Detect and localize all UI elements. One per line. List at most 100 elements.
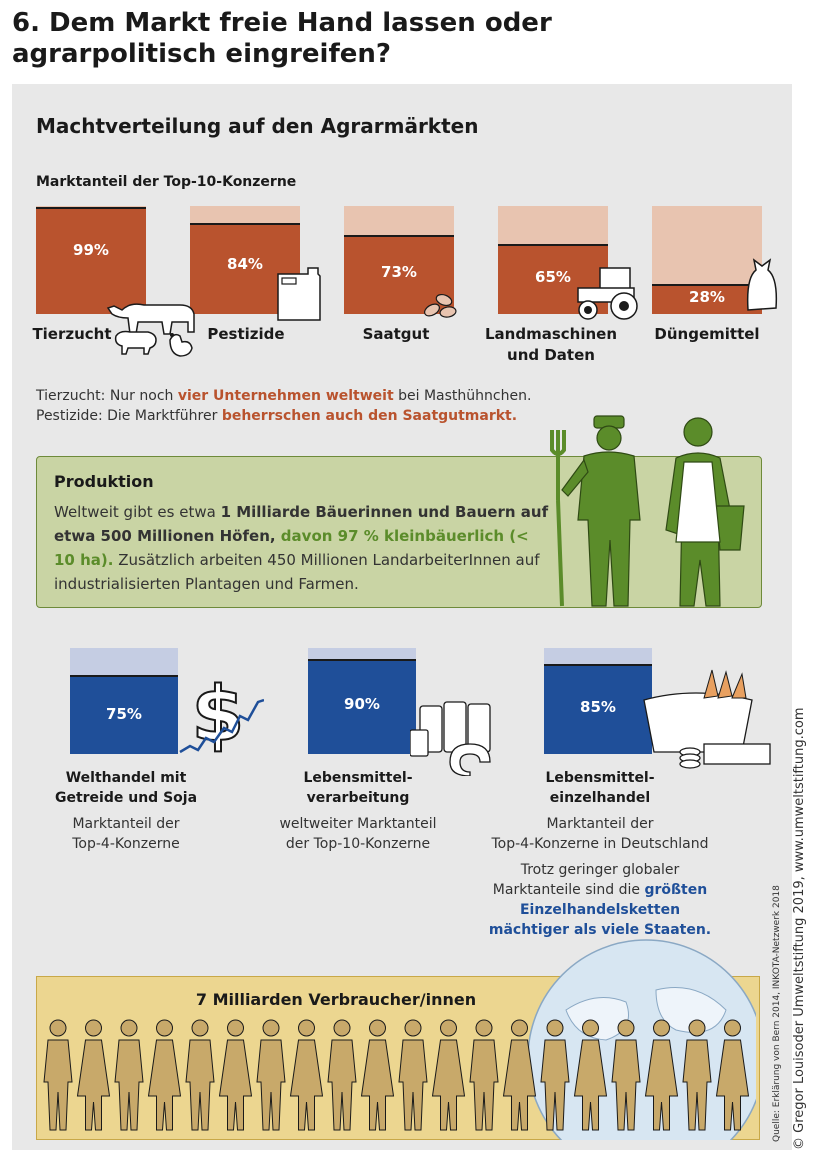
column-sub-verarbeitung-line2: der Top-10-Konzerne	[285, 836, 431, 852]
man-figure-icon	[327, 1019, 357, 1131]
woman-figure-icon	[502, 1019, 537, 1131]
top-bar-4: 65%	[498, 206, 608, 314]
category-label-landmaschinen-line2: und Daten	[507, 346, 595, 364]
retail-note: Trotz geringer globaler Marktanteile sin…	[470, 860, 730, 940]
top-bar-value-4: 65%	[535, 268, 571, 287]
man-figure-icon	[185, 1019, 215, 1131]
column-title-welthandel-line2: Getreide und Soja	[54, 790, 198, 806]
production-text-3: davon 97 % kleinbäuerlich (< 10 ha).	[54, 527, 529, 569]
market-share-label: Marktanteil der Top-10-Konzerne	[36, 174, 297, 190]
note-line-2-b: beherrschen auch den Saatgutmarkt.	[221, 408, 518, 424]
man-figure-icon	[43, 1019, 73, 1131]
production-box	[36, 456, 762, 608]
production-text-4: Zusätzlich arbeiten 450 Millionen Landar…	[54, 551, 540, 593]
column-title-welthandel: Welthandel mit Getreide und Soja	[36, 768, 216, 808]
man-figure-icon	[114, 1019, 144, 1131]
top-bar-value-2: 84%	[227, 255, 263, 274]
lower-bar-fill-2	[308, 658, 416, 754]
category-label-tierzucht: Tierzucht	[32, 325, 112, 343]
production-text-2: 1 Milliarde Bäuerinnen und Bauern auf et…	[54, 503, 549, 545]
pesticide-canister-icon	[277, 267, 321, 321]
consumer-figures	[43, 1019, 750, 1131]
note-line-2: Pestizide: Die Marktführer beherrschen a…	[36, 406, 517, 427]
lower-bar-2: 90%	[308, 648, 416, 754]
consumer-label: 7 Milliarden Verbraucher/innen	[195, 990, 477, 1009]
woman-figure-icon	[147, 1019, 182, 1131]
note-line-1-b: vier Unternehmen weltweit	[177, 388, 394, 404]
seed-icon	[424, 293, 457, 318]
category-label-duengemittel: Düngemittel	[654, 325, 760, 343]
woman-figure-icon	[573, 1019, 608, 1131]
lower-bar-fill-3	[544, 663, 652, 754]
column-title-verarbeitung-line2: verarbeitung	[306, 790, 410, 806]
man-figure-icon	[398, 1019, 428, 1131]
retail-note-line3: Einzelhandelsketten	[519, 902, 681, 918]
production-text: Weltweit gibt es etwa 1 Milliarde Bäueri…	[54, 500, 554, 596]
section-title: Machtverteilung auf den Agrarmärkten	[36, 114, 479, 138]
woman-figure-icon	[431, 1019, 466, 1131]
source-text: Quelle: Erklärung von Bern 2014, INKOTA-…	[772, 885, 782, 1142]
top-bar-1: 99%	[36, 206, 146, 314]
man-figure-icon	[682, 1019, 712, 1131]
note-line-2-a: Pestizide: Die Marktführer	[36, 408, 222, 424]
column-sub-welthandel-line1: Marktanteil der	[72, 816, 180, 832]
top-bar-fill-3	[344, 235, 454, 314]
lower-bar-value-2: 90%	[344, 694, 380, 713]
top-bar-fill-5	[652, 283, 762, 314]
category-label-landmaschinen: Landmaschinen und Daten	[476, 324, 626, 366]
retail-note-line4: mächtiger als viele Staaten.	[488, 922, 712, 938]
column-sub-einzelhandel-line2: Top-4-Konzerne in Deutschland	[491, 836, 709, 852]
woman-figure-icon	[644, 1019, 679, 1131]
man-figure-icon	[611, 1019, 641, 1131]
top-bar-value-3: 73%	[381, 262, 417, 281]
note-line-1: Tierzucht: Nur noch vier Unternehmen wel…	[36, 386, 531, 407]
column-sub-welthandel: Marktanteil der Top-4-Konzerne	[36, 814, 216, 854]
retail-note-line2: Marktanteile sind die größten	[470, 880, 730, 900]
column-title-einzelhandel-line1: Lebensmittel-	[545, 770, 655, 786]
lower-bar-fill-1	[70, 674, 178, 754]
lower-bar-value-3: 85%	[580, 698, 616, 717]
column-sub-verarbeitung: weltweiter Marktanteil der Top-10-Konzer…	[258, 814, 458, 854]
lower-bar-3: 85%	[544, 648, 652, 754]
production-text-1: Weltweit gibt es etwa	[54, 503, 221, 521]
column-sub-verarbeitung-line1: weltweiter Marktanteil	[279, 816, 437, 832]
woman-figure-icon	[76, 1019, 111, 1131]
column-title-welthandel-line1: Welthandel mit	[65, 770, 187, 786]
livestock-icon	[106, 303, 195, 357]
column-sub-welthandel-line2: Top-4-Konzerne	[72, 836, 180, 852]
note-line-1-a: Tierzucht: Nur noch	[36, 388, 178, 404]
category-label-landmaschinen-line1: Landmaschinen	[484, 325, 618, 343]
top-bar-3: 73%	[344, 206, 454, 314]
column-title-einzelhandel: Lebensmittel- einzelhandel	[500, 768, 700, 808]
woman-figure-icon	[360, 1019, 395, 1131]
top-bar-value-5: 28%	[689, 288, 725, 306]
man-figure-icon	[256, 1019, 286, 1131]
farmers-icon	[550, 415, 745, 607]
food-jars-icon	[410, 701, 491, 776]
copyright-text: © Gregor Louisoder Umweltstiftung 2019, …	[792, 707, 807, 1150]
note-line-1-c: bei Masthühnchen.	[393, 388, 532, 404]
dollar-sign-glyph: $	[192, 672, 245, 754]
tractor-icon	[577, 267, 638, 320]
man-figure-icon	[540, 1019, 570, 1131]
retail-note-line2-a: Marktanteile sind die	[492, 882, 645, 898]
retail-note-line1: Trotz geringer globaler	[520, 862, 680, 878]
top-bar-value-1: 99%	[73, 241, 109, 260]
woman-figure-icon	[715, 1019, 750, 1131]
production-title: Produktion	[54, 472, 154, 491]
shopping-basket-icon	[643, 669, 771, 769]
category-label-saatgut: Saatgut	[362, 325, 430, 343]
column-sub-einzelhandel: Marktanteil der Top-4-Konzerne in Deutsc…	[470, 814, 730, 854]
lower-bar-1: 75%	[70, 648, 178, 754]
page-title: 6. Dem Markt freie Hand lassen oder agra…	[12, 8, 552, 69]
column-title-verarbeitung-line1: Lebensmittel-	[303, 770, 413, 786]
top-bar-fill-1	[36, 207, 146, 314]
lower-bar-value-1: 75%	[106, 704, 142, 723]
column-sub-einzelhandel-line1: Marktanteil der	[546, 816, 654, 832]
column-title-verarbeitung: Lebensmittel- verarbeitung	[268, 768, 448, 808]
column-title-einzelhandel-line2: einzelhandel	[549, 790, 651, 806]
category-label-pestizide: Pestizide	[207, 325, 285, 343]
fertilizer-bag-icon	[746, 258, 778, 311]
top-bar-5: 28%	[652, 206, 762, 314]
dollar-trend-icon: $	[179, 672, 264, 754]
